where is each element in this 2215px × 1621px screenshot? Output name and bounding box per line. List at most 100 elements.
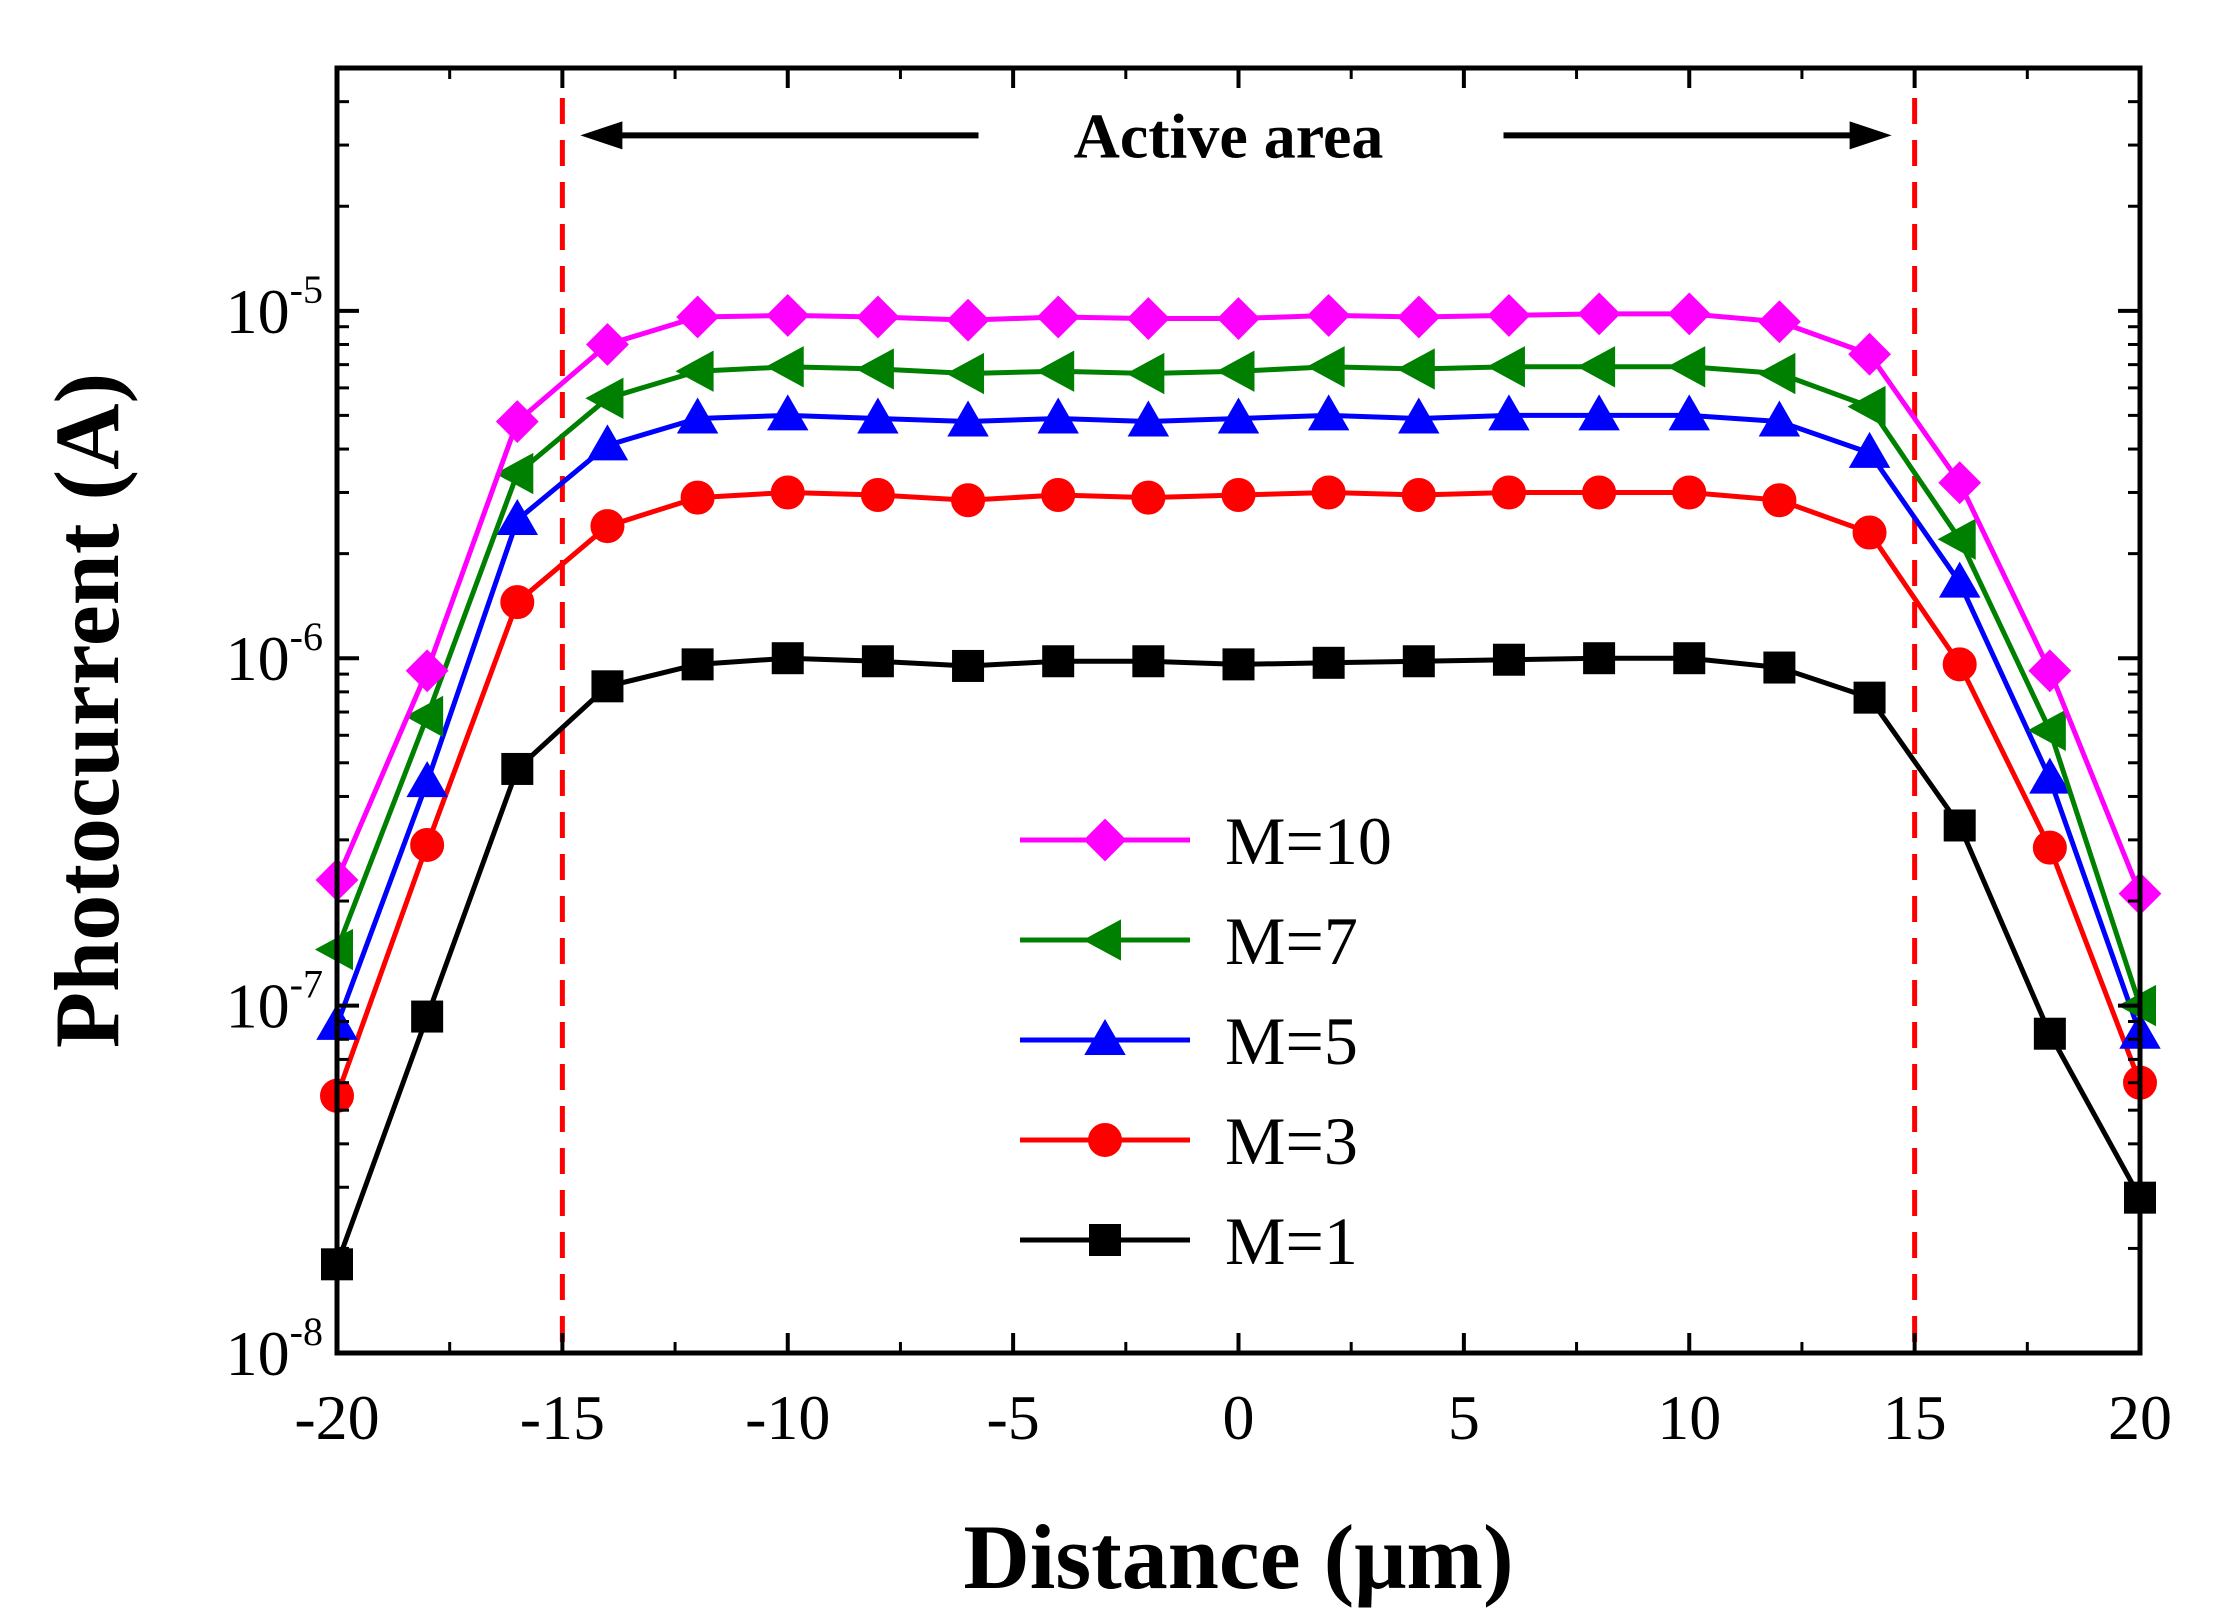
data-point	[771, 642, 804, 675]
data-point	[2032, 830, 2067, 865]
data-point	[495, 452, 534, 495]
data-point	[585, 377, 624, 419]
data-point	[1216, 350, 1255, 392]
legend-marker	[1083, 818, 1127, 862]
data-point	[681, 648, 714, 681]
data-point	[1758, 400, 1801, 437]
data-point	[1041, 477, 1076, 512]
data-point	[676, 295, 720, 339]
legend-marker	[1082, 919, 1121, 961]
data-point	[496, 498, 539, 535]
data-point	[1036, 295, 1080, 339]
annotation-layer: Active area	[580, 100, 1892, 171]
legend-marker	[1084, 1018, 1126, 1055]
data-point	[767, 394, 809, 431]
data-point	[1667, 292, 1711, 336]
data-point	[946, 298, 990, 342]
legend-item-m-7: M=7	[1020, 903, 1358, 979]
data-point	[1222, 648, 1255, 681]
data-point	[1853, 681, 1886, 714]
legend-item-m-3: M=3	[1020, 1103, 1358, 1179]
data-point	[500, 585, 535, 620]
data-point	[405, 649, 449, 693]
data-point	[766, 293, 810, 337]
data-point	[1042, 645, 1075, 678]
data-point	[1217, 397, 1260, 434]
data-point	[2027, 709, 2066, 752]
data-point	[2028, 649, 2072, 693]
data-point	[1577, 292, 1621, 336]
data-point	[1402, 645, 1435, 678]
data-point	[1126, 352, 1165, 395]
series-m-10	[315, 292, 2162, 916]
y-tick-label: 10-8	[226, 1309, 323, 1389]
data-point	[1848, 332, 1891, 376]
series-layer	[314, 292, 2162, 1281]
data-point	[1398, 397, 1440, 434]
x-axis-title: Distance (μm)	[963, 1506, 1513, 1608]
data-point	[1307, 293, 1351, 337]
x-tick-label: -20	[294, 1382, 379, 1453]
y-tick-label: 10-6	[226, 614, 323, 694]
data-point	[951, 483, 986, 518]
legend-item-m-1: M=1	[1020, 1203, 1358, 1279]
data-point	[1306, 346, 1345, 388]
data-point	[1037, 397, 1079, 434]
data-point	[1487, 293, 1531, 337]
data-point	[1762, 483, 1797, 518]
x-tick-label: 5	[1448, 1382, 1480, 1453]
data-point	[1757, 352, 1796, 395]
data-point	[856, 295, 900, 339]
data-point	[1307, 394, 1350, 431]
data-point	[1221, 477, 1256, 512]
y-tick-label: 10-7	[226, 962, 323, 1042]
data-point	[860, 477, 895, 512]
legend-label: M=1	[1225, 1203, 1358, 1279]
legend-item-m-10: M=10	[1020, 803, 1392, 879]
legend-label: M=3	[1225, 1103, 1358, 1179]
x-tick-label: 15	[1883, 1382, 1947, 1453]
data-point	[1127, 400, 1170, 437]
series-m-3	[320, 475, 2157, 1113]
legend-marker	[1089, 1224, 1121, 1256]
data-point	[1582, 475, 1617, 510]
data-point	[1492, 643, 1525, 676]
data-point	[861, 645, 894, 678]
data-point	[586, 323, 629, 366]
data-point	[495, 400, 539, 443]
data-point	[1672, 475, 1707, 510]
data-point	[1942, 647, 1977, 682]
x-tick-label: -15	[520, 1382, 605, 1453]
series-m-1	[321, 642, 2156, 1281]
data-point	[1401, 477, 1436, 512]
data-point	[947, 400, 989, 437]
data-point	[770, 475, 805, 510]
data-point	[2029, 757, 2071, 794]
data-point	[1937, 518, 1976, 560]
data-point	[1126, 297, 1170, 340]
data-point	[406, 761, 448, 798]
legend: M=10 M=7 M=5 M=3 M=1	[1020, 803, 1392, 1279]
data-point	[586, 424, 629, 461]
data-point	[2033, 1017, 2066, 1050]
data-point	[675, 350, 714, 392]
data-point	[1757, 300, 1801, 344]
data-point	[410, 827, 445, 862]
series-m-7	[314, 346, 2156, 1027]
data-point	[1938, 461, 1982, 505]
data-point	[1312, 646, 1345, 679]
data-point	[1938, 561, 1981, 598]
data-point	[1673, 642, 1706, 675]
data-point	[591, 670, 624, 703]
data-point	[1852, 515, 1887, 550]
x-tick-label: -10	[745, 1382, 830, 1453]
arrow-head-left	[580, 121, 623, 150]
data-point	[680, 480, 715, 515]
data-point	[411, 1000, 444, 1033]
data-point	[855, 348, 894, 390]
data-point	[1491, 475, 1526, 510]
data-point	[1488, 394, 1530, 431]
data-point	[952, 649, 985, 682]
arrow-head-right	[1849, 121, 1892, 150]
data-point	[1311, 475, 1346, 510]
